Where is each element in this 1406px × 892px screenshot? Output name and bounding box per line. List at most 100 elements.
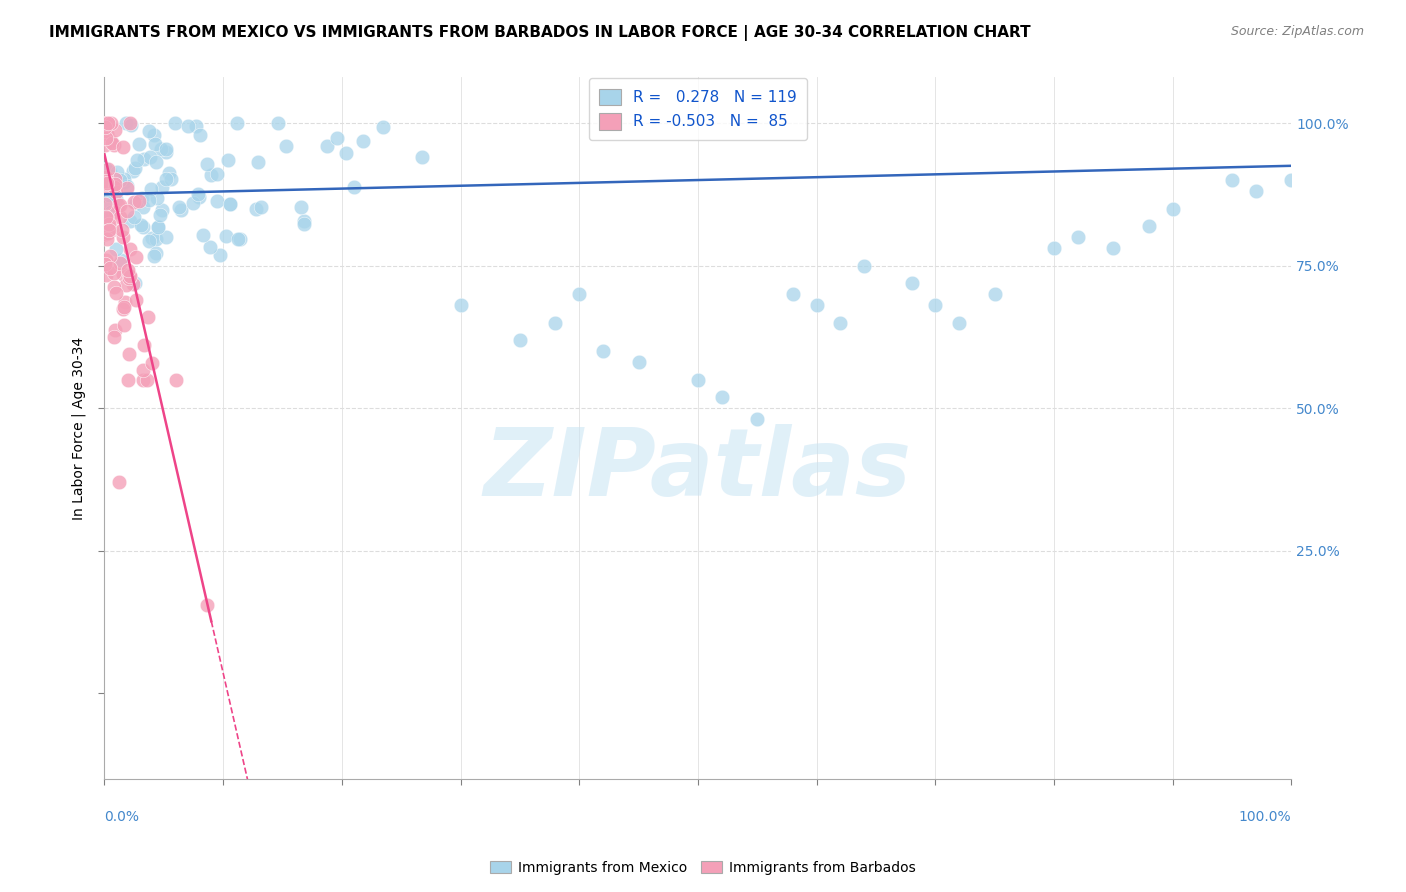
Point [150,202,173,217]
Point [139,182,162,196]
Point [94,180,117,194]
Point [96,176,118,190]
Point [155,143,177,157]
Point [112,267,135,281]
Point [115,181,138,195]
Text: 0.0%: 0.0% [104,810,139,824]
Point [747,412,769,426]
Point [205,194,228,208]
Point [100,261,122,276]
Point [290,200,312,214]
Point [115,203,138,218]
Point [134,153,156,167]
Point [112,139,135,153]
Point [246,155,269,169]
Point [1220,173,1243,187]
Point [218,197,240,211]
Point [292,214,315,228]
Point [592,344,614,359]
Point [110,210,132,224]
Point [104,172,127,186]
Point [183,196,205,211]
Point [544,316,567,330]
Point [208,248,231,262]
Point [112,171,135,186]
Point [1161,202,1184,216]
Point [103,179,125,194]
Point [111,302,134,317]
Y-axis label: In Labor Force | Age 30-34: In Labor Force | Age 30-34 [72,336,86,519]
Point [139,149,162,163]
Point [118,242,141,256]
Point [115,116,138,130]
Point [228,232,250,246]
Point [97,173,120,187]
Point [94,116,117,130]
Point [165,116,187,130]
Point [141,230,163,244]
Point [187,187,209,202]
Point [108,256,131,270]
Point [198,240,221,254]
Point [830,316,852,330]
Point [112,175,135,189]
Point [120,118,142,132]
Point [98,219,121,233]
Point [143,128,166,142]
Point [100,135,122,149]
Point [1067,230,1090,244]
Point [110,223,132,237]
Point [98,165,121,179]
Point [150,180,173,194]
Point [138,123,160,137]
Point [122,277,145,291]
Point [114,278,136,293]
Point [104,323,127,337]
Text: IMMIGRANTS FROM MEXICO VS IMMIGRANTS FROM BARBADOS IN LABOR FORCE | AGE 30-34 CO: IMMIGRANTS FROM MEXICO VS IMMIGRANTS FRO… [49,25,1031,41]
Point [98,217,121,231]
Point [100,198,122,212]
Point [125,293,148,308]
Point [138,234,160,248]
Point [165,373,187,387]
Point [782,287,804,301]
Point [103,330,125,344]
Point [1102,242,1125,256]
Point [149,209,172,223]
Point [193,227,215,242]
Point [100,136,122,151]
Point [131,373,153,387]
Point [94,132,117,146]
Point [118,271,141,285]
Point [149,142,172,156]
Point [186,119,208,133]
Point [105,242,128,256]
Point [145,245,167,260]
Point [97,226,120,240]
Point [205,167,228,181]
Point [188,190,211,204]
Point [250,200,273,214]
Point [128,137,150,152]
Point [97,217,120,231]
Point [195,156,218,170]
Point [245,202,267,216]
Point [177,119,200,133]
Point [94,227,117,241]
Point [120,269,142,284]
Point [94,252,117,267]
Point [96,231,118,245]
Point [94,131,117,145]
Point [94,268,117,282]
Point [103,280,125,294]
Point [274,138,297,153]
Text: Source: ZipAtlas.com: Source: ZipAtlas.com [1230,25,1364,38]
Point [225,116,247,130]
Point [924,298,946,312]
Point [112,318,135,332]
Point [128,194,150,209]
Point [114,294,136,309]
Point [195,598,218,612]
Point [107,475,129,490]
Point [100,204,122,219]
